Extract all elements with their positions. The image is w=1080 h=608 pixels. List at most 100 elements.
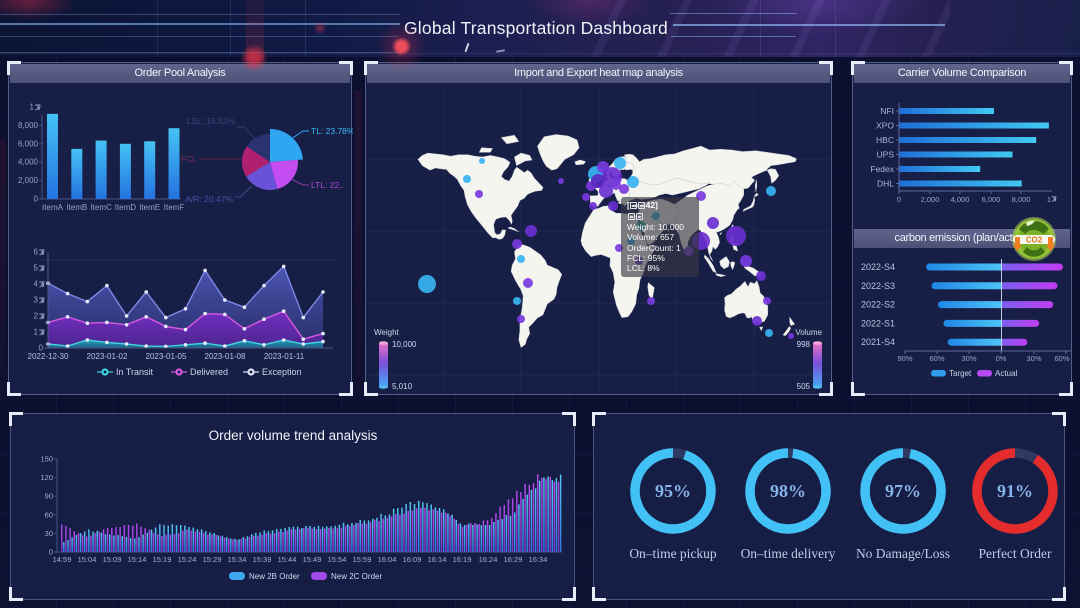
svg-text:HBC: HBC — [876, 135, 894, 145]
svg-text:16:34: 16:34 — [529, 555, 548, 564]
svg-text:6: 6 — [34, 248, 39, 257]
svg-text:998: 998 — [797, 340, 811, 349]
svg-text:16:14: 16:14 — [428, 555, 447, 564]
svg-text:LSL: 15.52%: LSL: 15.52% — [186, 116, 235, 126]
svg-text:2023-01-02: 2023-01-02 — [87, 352, 128, 361]
svg-text:0: 0 — [897, 195, 901, 204]
svg-text:8,000: 8,000 — [1012, 195, 1031, 204]
svg-text:2023-01-05: 2023-01-05 — [146, 352, 187, 361]
svg-text:15:44: 15:44 — [278, 555, 297, 564]
svg-text:2021-S4: 2021-S4 — [861, 337, 895, 347]
svg-text:ItemC: ItemC — [90, 203, 112, 212]
svg-text:97%: 97% — [885, 481, 921, 501]
svg-text:On–time pickup: On–time pickup — [629, 546, 717, 561]
svg-text:0: 0 — [39, 344, 44, 353]
svg-text:15:04: 15:04 — [78, 555, 97, 564]
svg-text:2022-S2: 2022-S2 — [861, 300, 895, 310]
svg-text:0: 0 — [34, 195, 39, 204]
svg-text:5: 5 — [34, 264, 39, 273]
svg-text:ItemF: ItemF — [164, 203, 185, 212]
svg-text:Order volume trend analysis: Order volume trend analysis — [209, 428, 378, 443]
svg-text:2023-01-11: 2023-01-11 — [264, 352, 305, 361]
svg-text:16:09: 16:09 — [403, 555, 422, 564]
svg-text:2023-01-08: 2023-01-08 — [205, 352, 246, 361]
svg-text:CO2: CO2 — [1026, 236, 1043, 245]
svg-text:ItemE: ItemE — [139, 203, 160, 212]
svg-text:Delivered: Delivered — [190, 367, 228, 377]
svg-text:6,000: 6,000 — [18, 139, 39, 148]
svg-text:ItemB: ItemB — [66, 203, 87, 212]
svg-text:505: 505 — [797, 382, 811, 391]
svg-text:Volume: Volume — [795, 328, 822, 337]
svg-text:15:24: 15:24 — [178, 555, 197, 564]
svg-text:30%: 30% — [961, 354, 976, 363]
svg-text:UPS: UPS — [877, 150, 895, 160]
svg-text:2,000: 2,000 — [921, 195, 940, 204]
svg-text:15:19: 15:19 — [153, 555, 172, 564]
svg-text:2022-S3: 2022-S3 — [861, 281, 895, 291]
svg-text:120: 120 — [40, 473, 53, 482]
svg-text:8,000: 8,000 — [18, 121, 39, 130]
svg-text:5,010: 5,010 — [392, 382, 413, 391]
svg-text:2: 2 — [34, 312, 39, 321]
svg-text:4,000: 4,000 — [951, 195, 970, 204]
svg-text:New 2B Order: New 2B Order — [249, 572, 300, 581]
svg-text:15:29: 15:29 — [203, 555, 222, 564]
svg-text:3: 3 — [34, 296, 39, 305]
svg-text:1: 1 — [34, 328, 39, 337]
svg-text:60%: 60% — [1054, 354, 1069, 363]
svg-text:10,000: 10,000 — [392, 340, 417, 349]
svg-text:0: 0 — [49, 548, 53, 557]
svg-text:DHL: DHL — [877, 179, 894, 189]
svg-text:Perfect Order: Perfect Order — [978, 546, 1052, 561]
svg-text:90: 90 — [45, 492, 53, 501]
svg-text:2022-12-30: 2022-12-30 — [28, 352, 69, 361]
svg-text:60%: 60% — [929, 354, 944, 363]
svg-text:15:34: 15:34 — [228, 555, 247, 564]
svg-text:ItemA: ItemA — [42, 203, 64, 212]
svg-text:New 2C Order: New 2C Order — [331, 572, 382, 581]
svg-text:15:09: 15:09 — [103, 555, 122, 564]
svg-text:16:29: 16:29 — [504, 555, 523, 564]
svg-text:ItemD: ItemD — [115, 203, 137, 212]
svg-text:30: 30 — [45, 529, 53, 538]
svg-text:30%: 30% — [1026, 354, 1041, 363]
svg-text:2022-S4: 2022-S4 — [861, 262, 895, 272]
svg-text:TL: 23.78%: TL: 23.78% — [311, 126, 353, 136]
svg-text:15:14: 15:14 — [128, 555, 147, 564]
svg-text:15:59: 15:59 — [353, 555, 372, 564]
svg-text:60: 60 — [45, 510, 53, 519]
svg-text:Actual: Actual — [995, 369, 1017, 378]
svg-text:NFI: NFI — [880, 106, 894, 116]
svg-text:90%: 90% — [897, 354, 912, 363]
svg-text:91%: 91% — [997, 481, 1033, 501]
svg-text:Target: Target — [949, 369, 972, 378]
svg-text:Weight: Weight — [374, 328, 400, 337]
svg-text:FCL: FCL — [181, 154, 197, 164]
svg-text:4: 4 — [34, 280, 39, 289]
svg-text:1: 1 — [1047, 195, 1051, 204]
svg-text:98%: 98% — [770, 481, 806, 501]
svg-text:1: 1 — [30, 103, 35, 112]
svg-text:Fedex: Fedex — [870, 164, 894, 174]
svg-text:XPO: XPO — [876, 121, 894, 131]
svg-text:95%: 95% — [655, 481, 691, 501]
svg-text:14:59: 14:59 — [53, 555, 72, 564]
svg-text:LTL: 22..: LTL: 22.. — [311, 180, 344, 190]
svg-text:2,000: 2,000 — [18, 176, 39, 185]
svg-text:On–time delivery: On–time delivery — [741, 546, 836, 561]
svg-text:No Damage/Loss: No Damage/Loss — [856, 546, 950, 561]
svg-text:15:49: 15:49 — [303, 555, 322, 564]
svg-text:2022-S1: 2022-S1 — [861, 318, 895, 328]
svg-text:15:54: 15:54 — [328, 555, 347, 564]
svg-text:0%: 0% — [996, 354, 1007, 363]
svg-text:16:04: 16:04 — [378, 555, 397, 564]
svg-text:16:19: 16:19 — [453, 555, 472, 564]
svg-text:15:39: 15:39 — [253, 555, 272, 564]
svg-text:6,000: 6,000 — [982, 195, 1001, 204]
svg-text:4,000: 4,000 — [18, 158, 39, 167]
svg-text:A/R: 20.47%: A/R: 20.47% — [185, 194, 233, 204]
svg-text:In Transit: In Transit — [116, 367, 154, 377]
svg-text:16:24: 16:24 — [479, 555, 498, 564]
svg-text:Exception: Exception — [262, 367, 302, 377]
